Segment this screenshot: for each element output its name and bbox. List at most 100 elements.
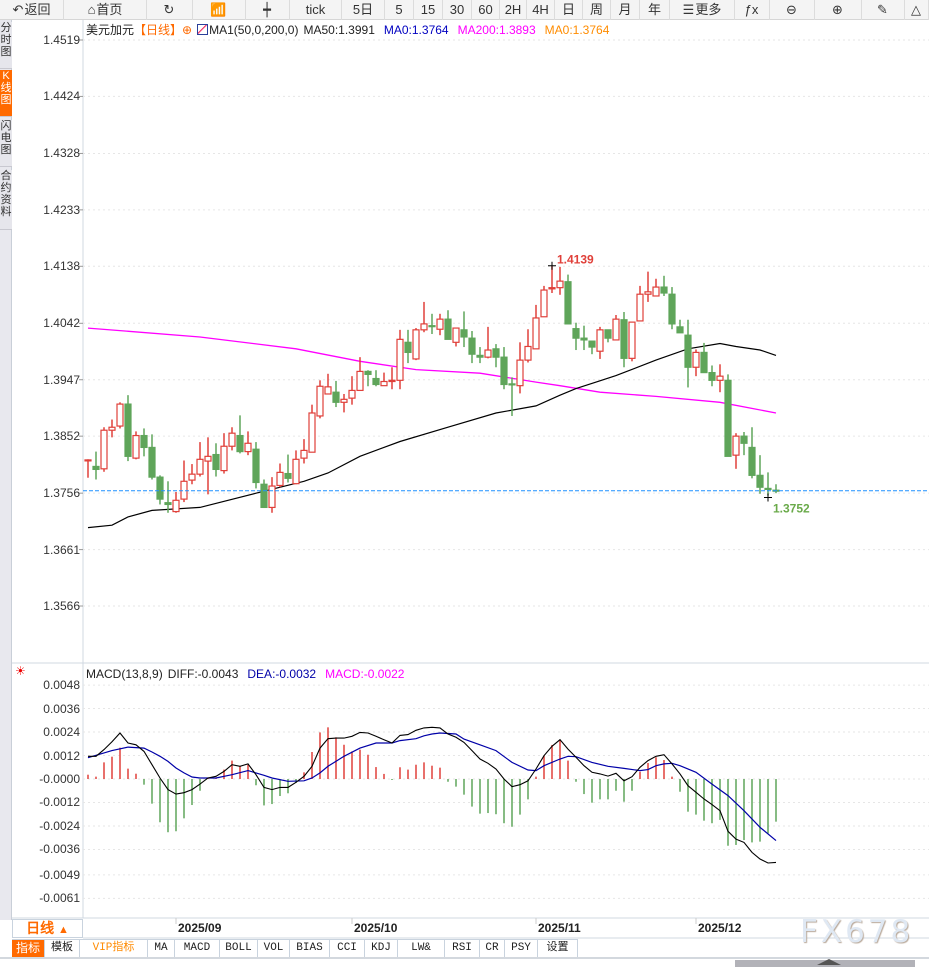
candle-body (276, 471, 284, 487)
toolbar-label: 返回 (24, 2, 51, 17)
date-axis-label: 2025/11 (538, 921, 581, 935)
candle-body (364, 370, 372, 375)
indicator-tab-11[interactable]: RSI (445, 940, 480, 958)
indicator-tabs: 指标 模板 VIP指标 MA MACD BOLL VOL BIAS CCI KDJ LW& RSI CR… (12, 939, 578, 958)
toolbar-item-btn12[interactable]: 4H (527, 0, 555, 20)
candle-body (196, 458, 204, 475)
candle (364, 370, 372, 387)
ma0-value: MA0:1.3764 (383, 23, 449, 37)
candle-body (636, 293, 644, 322)
candle-body (348, 389, 356, 399)
toolbar-item-bar-chart[interactable]: 📶 (193, 0, 246, 20)
macd-settings-icon[interactable]: ☀ (15, 664, 26, 678)
toolbar-item-candlestick[interactable]: ┿ (246, 0, 290, 20)
candle (148, 434, 156, 480)
indicator-tab-0[interactable]: 指标 (12, 940, 45, 958)
candle (548, 265, 556, 294)
toolbar-item-btn13[interactable]: 日 (555, 0, 583, 20)
macd-axis-label: 0.0048 (43, 678, 80, 693)
toolbar-label: 5日 (352, 2, 374, 17)
candle (140, 428, 148, 457)
candle (244, 431, 252, 456)
side-tab-time-sharing[interactable]: 分时图 (0, 22, 12, 69)
candle (524, 329, 532, 363)
toolbar-item-btn1[interactable]: ⌂首页 (64, 0, 147, 20)
toolbar-item-pen[interactable]: ✎ (862, 0, 905, 20)
candle-body (180, 480, 188, 500)
toolbar-item-zoom-in[interactable]: ⊕ (815, 0, 862, 20)
candle (764, 472, 772, 496)
indicator-tab-8[interactable]: CCI (330, 940, 365, 958)
add-circle-icon[interactable]: ⊕ (182, 23, 193, 37)
indicator-tab-5[interactable]: BOLL (220, 940, 258, 958)
indicator-tab-9[interactable]: KDJ (365, 940, 398, 958)
price-axis-label: 1.3756 (43, 486, 80, 501)
candle-body (764, 487, 772, 491)
low-price-label: 1.3752 (773, 502, 810, 516)
candle-body (244, 442, 252, 453)
toolbar-label: 60 (478, 2, 493, 17)
side-tab-flash[interactable]: 闪电图 (0, 120, 12, 167)
indicator-tab-14[interactable]: 设置 (538, 940, 578, 958)
macd-axis-label: 0.0024 (43, 725, 80, 740)
toolbar-item-btn7[interactable]: 5 (385, 0, 414, 20)
candle-body (556, 280, 564, 289)
indicator-tab-12[interactable]: CR (480, 940, 505, 958)
indicator-tab-1[interactable]: 模板 (45, 940, 80, 958)
toolbar-label: 月 (618, 2, 632, 17)
candle (156, 475, 164, 505)
indicator-tab-10[interactable]: LW& (398, 940, 445, 958)
toolbar-item-refresh[interactable]: ↻ (147, 0, 193, 20)
toolbar-item-zoom-out[interactable]: ⊖ (770, 0, 815, 20)
indicator-tab-2[interactable]: VIP指标 (80, 940, 148, 958)
candle (492, 344, 500, 368)
candle-body (580, 337, 588, 341)
toolbar-item-btn6[interactable]: 5日 (342, 0, 385, 20)
candle (732, 433, 740, 469)
toolbar-item-btn10[interactable]: 60 (472, 0, 500, 20)
macd-axis-label: -0.0049 (39, 867, 80, 882)
side-tab-kline[interactable]: K线图 (0, 70, 12, 117)
candle-body (628, 321, 636, 359)
toolbar-item-btn17[interactable]: ☰更多 (670, 0, 735, 20)
indicator-tab-13[interactable]: PSY (505, 940, 538, 958)
indicator-tab-3[interactable]: MA (148, 940, 175, 958)
candle-body (204, 455, 212, 462)
toolbar-item-btn0[interactable]: ↶返回 (0, 0, 64, 20)
candle (772, 484, 780, 494)
candle (204, 437, 212, 495)
scroll-handle-icon[interactable] (817, 959, 841, 965)
candle-body (372, 377, 380, 386)
toolbar-item-formula-fx[interactable]: ƒx (735, 0, 770, 20)
candle (700, 342, 708, 374)
chart-scrollbar[interactable] (735, 959, 915, 967)
candle (620, 312, 628, 368)
candle-body (292, 458, 300, 485)
toolbar-item-btn16[interactable]: 年 (640, 0, 670, 20)
toolbar-item-btn8[interactable]: 15 (414, 0, 443, 20)
side-tab-contract-info[interactable]: 合约资料 (0, 170, 12, 230)
toolbar-item-btn5[interactable]: tick (290, 0, 342, 20)
watermark-logo: FX678 (800, 914, 914, 950)
candle-body (484, 349, 492, 358)
candle-body (756, 474, 764, 488)
toolbar-item-btn14[interactable]: 周 (583, 0, 611, 20)
macd-axis-label: -0.0024 (39, 818, 80, 833)
candle (284, 454, 292, 483)
indicator-tab-7[interactable]: BIAS (290, 940, 330, 958)
candle (532, 304, 540, 350)
toolbar-item-btn15[interactable]: 月 (611, 0, 640, 20)
toolbar-item-btn11[interactable]: 2H (500, 0, 527, 20)
indicator-tab-6[interactable]: VOL (258, 940, 290, 958)
indicator-tab-4[interactable]: MACD (175, 940, 220, 958)
candle-body (172, 499, 180, 513)
candle (108, 419, 116, 438)
price-axis-label: 1.4328 (43, 146, 80, 161)
candle-body (388, 379, 396, 383)
period-selector[interactable]: 日线 ▲ (12, 919, 83, 938)
candle-body (316, 385, 324, 417)
toolbar-item-btn9[interactable]: 30 (443, 0, 472, 20)
candle-body (100, 429, 108, 470)
candle (756, 455, 764, 494)
